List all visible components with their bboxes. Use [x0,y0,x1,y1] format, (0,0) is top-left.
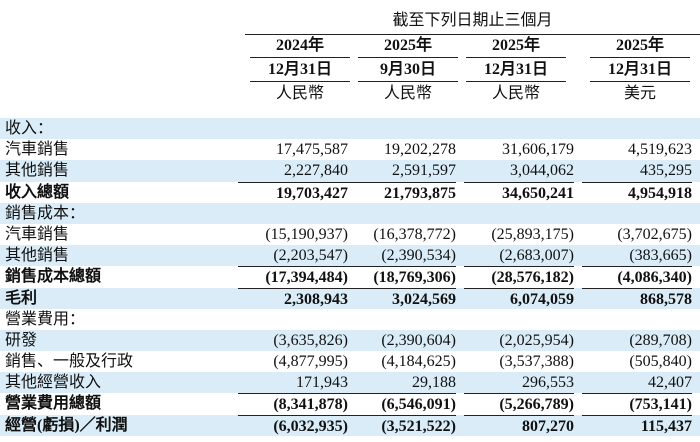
cell-value: (753,141) [582,393,692,415]
table-row: 銷售成本： [0,202,700,224]
column-header: 2024年 12月31日人民幣 [250,34,350,105]
cell-value: 4,954,918 [582,181,692,204]
cell-value: (383,665) [629,247,692,265]
column-date: 12月31日 [267,61,332,78]
row-label: 其他經營收入 [5,374,102,392]
cell-value: (16,378,772) [373,225,456,243]
cell-value: (15,190,937) [265,225,348,243]
cell-value: (17,394,484) [238,266,348,288]
cell-value: (2,025,954) [499,331,574,349]
column-currency: 人民幣 [466,81,566,105]
cell-value: (289,708) [629,331,692,349]
cell-value: (2,683,007) [499,247,574,265]
cell-value: (6,032,935) [238,414,348,437]
cell-value: 17,475,587 [276,141,348,159]
column-year: 2025年 [590,34,690,58]
row-label: 營業費用總額 [5,395,102,413]
row-label: 其他銷售 [5,162,70,180]
cell-value: (3,635,826) [273,331,348,349]
row-label: 汽車銷售 [5,225,70,243]
cell-value: (3,521,522) [346,414,456,437]
cell-value: 42,407 [648,374,692,392]
cell-value: 3,044,062 [510,162,574,180]
cell-value: 19,202,278 [384,141,456,159]
cell-value: (2,203,547) [273,247,348,265]
cell-value: 4,519,623 [628,141,692,159]
table-row: 其他銷售 (2,203,547) (2,390,534) (2,683,007) (38… [0,245,700,267]
cell-value: 807,270 [464,414,574,437]
table-row: 銷售、一般及行政 (4,877,995) (4,184,625) (3,537,388… [0,351,700,372]
row-label: 汽車銷售 [5,141,70,159]
cell-value: (3,702,675) [617,225,692,243]
cell-value: 171,943 [296,374,348,392]
column-year: 2025年 [466,34,566,58]
cell-value: (4,877,995) [273,353,348,371]
cell-value: 115,437 [582,414,692,437]
cell-value: 868,578 [582,287,692,310]
row-label: 毛利 [5,289,38,307]
column-currency: 美元 [590,81,690,105]
table-row: 收入總額 19,703,427 21,793,875 34,650,241 4,954,… [0,181,700,204]
cell-value: (5,266,789) [464,393,574,415]
table-row: 收入： [0,118,700,140]
cell-value: 2,591,597 [392,162,456,180]
table-row: 汽車銷售 (15,190,937) (16,378,772) (25,893,175)… [0,224,700,245]
column-date: 12月31日 [483,61,548,78]
cell-value: (6,546,091) [346,393,456,415]
cell-value: 34,650,241 [464,181,574,204]
row-label: 收入總額 [5,183,70,201]
cell-value: 19,703,427 [238,181,348,204]
row-label: 銷售、一般及行政 [5,353,134,371]
row-label: 研發 [5,331,38,349]
table: 收入： 汽車銷售 17,475,587 19,202,278 31,606,179 4,5… [0,118,700,436]
column-header: 2025年 9月30日人民幣 [358,34,458,105]
table-row: 研發 (3,635,826) (2,390,604) (2,025,954) (289,… [0,329,700,352]
column-year: 2025年 [358,34,458,58]
cell-value: 2,308,943 [238,287,348,310]
cell-value: 31,606,179 [502,141,574,159]
cell-value: 435,295 [640,162,692,180]
cell-value: (2,390,534) [381,247,456,265]
column-date: 12月31日 [607,61,672,78]
row-label: 營業費用： [5,310,86,328]
column-currency: 人民幣 [250,81,350,105]
table-row: 其他銷售 2,227,840 2,591,597 3,044,062 435,295 [0,160,700,182]
row-label: 銷售成本： [5,204,86,222]
table-row: 經營(虧損)／利潤 (6,032,935) (3,521,522) 807,270 11… [0,414,700,437]
cell-value: 21,793,875 [346,181,456,204]
cell-value: (2,390,604) [381,331,456,349]
header-title: 截至下列日期止三個月 [245,6,700,35]
cell-value: 3,024,569 [346,287,456,310]
table-row: 汽車銷售 17,475,587 19,202,278 31,606,179 4,519,… [0,139,700,160]
column-header: 2025年 12月31日美元 [590,34,690,105]
row-label: 收入： [5,120,54,137]
table-row: 其他經營收入 171,943 29,188 296,553 42,407 [0,372,700,394]
cell-value: (8,341,878) [238,393,348,415]
cell-value: (3,537,388) [499,353,574,371]
cell-value: 6,074,059 [464,287,574,310]
cell-value: (4,184,625) [381,353,456,371]
cell-value: (18,769,306) [346,266,456,288]
cell-value: (4,086,340) [582,266,692,288]
cell-value: 296,553 [522,374,574,392]
cell-value: 2,227,840 [284,162,348,180]
row-label: 經營(虧損)／利潤 [5,416,128,434]
cell-value: (505,840) [629,353,692,371]
column-year: 2024年 [250,34,350,58]
row-label: 其他銷售 [5,247,70,265]
column-currency: 人民幣 [358,81,458,105]
table-row: 銷售成本總額 (17,394,484) (18,769,306) (28,576,18… [0,266,700,287]
cell-value: 29,188 [412,374,456,392]
row-label: 銷售成本總額 [5,268,102,286]
table-row: 營業費用： [0,309,700,330]
table-row: 營業費用總額 (8,341,878) (6,546,091) (5,266,789) (… [0,393,700,414]
cell-value: (25,893,175) [491,225,574,243]
column-date: 9月30日 [379,61,436,78]
column-header: 2025年 12月31日人民幣 [466,34,566,105]
table-row: 毛利 2,308,943 3,024,569 6,074,059 868,578 [0,287,700,310]
cell-value: (28,576,182) [464,266,574,288]
